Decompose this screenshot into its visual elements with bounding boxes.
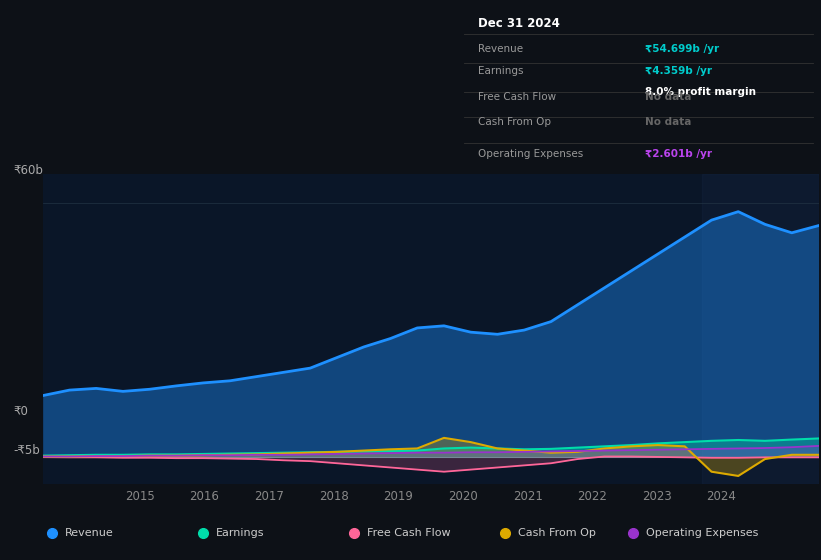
Text: No data: No data — [645, 92, 691, 101]
Text: No data: No data — [645, 117, 691, 127]
Text: ₹60b: ₹60b — [13, 164, 43, 178]
Text: Earnings: Earnings — [478, 66, 523, 76]
Text: Dec 31 2024: Dec 31 2024 — [478, 17, 560, 30]
Text: Revenue: Revenue — [65, 528, 113, 538]
Text: -₹5b: -₹5b — [13, 444, 40, 458]
Text: Operating Expenses: Operating Expenses — [646, 528, 759, 538]
Text: ₹4.359b /yr: ₹4.359b /yr — [645, 66, 713, 76]
Text: Free Cash Flow: Free Cash Flow — [478, 92, 556, 101]
Text: ₹2.601b /yr: ₹2.601b /yr — [645, 149, 713, 159]
Text: 8.0% profit margin: 8.0% profit margin — [645, 87, 756, 97]
Text: Cash From Op: Cash From Op — [518, 528, 595, 538]
Text: Cash From Op: Cash From Op — [478, 117, 551, 127]
Bar — [702, 174, 819, 484]
Text: Operating Expenses: Operating Expenses — [478, 149, 583, 159]
Text: ₹0: ₹0 — [13, 405, 28, 418]
Text: Revenue: Revenue — [478, 44, 523, 54]
Text: Free Cash Flow: Free Cash Flow — [367, 528, 450, 538]
Text: ₹54.699b /yr: ₹54.699b /yr — [645, 44, 719, 54]
Text: Earnings: Earnings — [216, 528, 264, 538]
